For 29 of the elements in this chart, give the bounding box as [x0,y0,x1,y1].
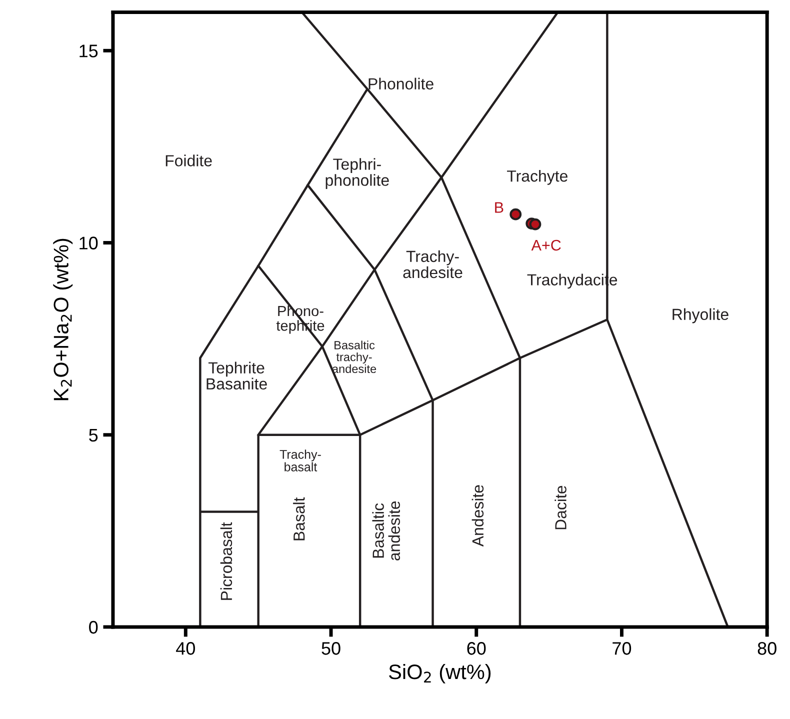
annotation: Trachy- basalt [280,450,321,472]
annotation: Basaltic trachy- andesite [332,340,376,374]
annotation: Basalt [293,497,305,540]
point [529,218,542,230]
x-tick-label: 60 [467,642,486,655]
y-axis-title: K$_{2}$O+Na$_{2}$O (wt%) [53,238,73,400]
y-tick-label: 0 [89,620,98,634]
annotation: Andesite [472,485,484,547]
annotation: Trachy- andesite [403,250,462,278]
y-tick-label: 10 [80,236,98,250]
point [510,208,522,220]
y-tick-label: 15 [80,44,98,58]
annotation: B [495,202,504,213]
annotation: Dacite [554,486,566,530]
annotation: Foidite [166,154,212,166]
annotation: Rhyolite [672,308,728,324]
annotation: Picrobasalt [220,522,232,600]
y-tick-label: 5 [89,428,98,442]
x-axis-title: SiO$_{2}$ (wt%) [389,664,491,684]
annotation: Basaltic andesite [372,501,400,560]
annotation: Phonolite [368,78,434,90]
annotation: A+C [531,240,561,251]
x-tick-label: 80 [758,642,776,655]
annotation: Trachyte [507,170,568,185]
x-tick-label: 50 [322,642,340,655]
x-tick-label: 40 [176,642,195,655]
annotation: Tephrite Basanite [206,362,267,390]
x-tick-label: 70 [612,642,632,655]
annotation: Tephri- phonolite [326,158,389,190]
